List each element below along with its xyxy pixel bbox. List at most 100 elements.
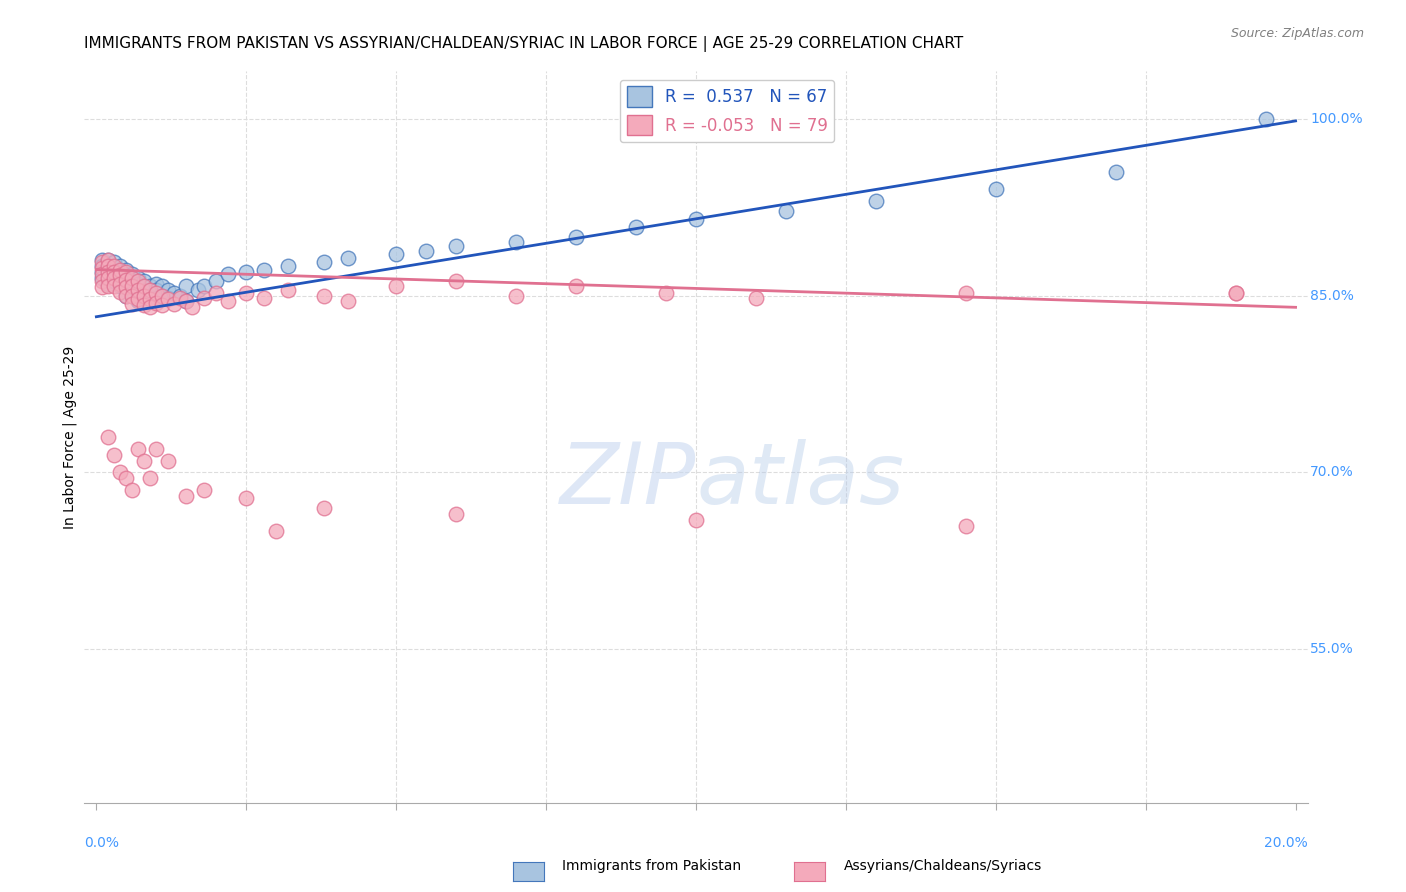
Point	[145, 295, 167, 310]
Point	[97, 259, 120, 273]
Point	[217, 267, 239, 281]
Point	[97, 253, 120, 268]
Point	[121, 267, 143, 281]
Point	[415, 244, 437, 258]
Point	[121, 270, 143, 285]
Point	[174, 279, 197, 293]
Point	[174, 294, 197, 309]
Point	[169, 291, 191, 305]
Point	[865, 194, 887, 208]
Point	[217, 294, 239, 309]
Point	[103, 267, 125, 281]
Point	[103, 265, 125, 279]
Point	[150, 279, 173, 293]
Point	[505, 288, 527, 302]
Point	[97, 253, 120, 268]
Text: ZIP: ZIP	[560, 440, 696, 523]
Text: 85.0%: 85.0%	[1310, 288, 1354, 302]
Point	[91, 265, 114, 279]
Point	[97, 430, 120, 444]
Point	[444, 507, 467, 521]
Point	[103, 274, 125, 288]
Point	[97, 259, 120, 273]
Point	[134, 453, 156, 467]
Point	[110, 268, 132, 283]
Point	[169, 288, 191, 302]
Point	[205, 274, 228, 288]
Point	[134, 288, 156, 302]
Point	[110, 259, 132, 273]
Point	[624, 220, 647, 235]
Point	[110, 277, 132, 291]
Point	[110, 285, 132, 299]
Point	[150, 298, 173, 312]
Y-axis label: In Labor Force | Age 25-29: In Labor Force | Age 25-29	[63, 345, 77, 529]
Point	[181, 301, 204, 315]
Point	[253, 291, 276, 305]
Point	[145, 283, 167, 297]
Point	[139, 292, 162, 306]
Point	[139, 471, 162, 485]
Point	[337, 251, 360, 265]
Point	[277, 283, 299, 297]
Point	[115, 280, 138, 294]
Point	[103, 259, 125, 273]
Point	[127, 283, 149, 297]
Point	[134, 280, 156, 294]
Point	[565, 279, 588, 293]
Point	[115, 273, 138, 287]
Point	[91, 267, 114, 281]
Point	[139, 288, 162, 302]
Point	[1254, 112, 1277, 126]
Point	[193, 291, 215, 305]
Point	[1225, 286, 1247, 301]
Point	[127, 442, 149, 456]
Point	[134, 288, 156, 302]
Point	[955, 286, 977, 301]
Point	[134, 298, 156, 312]
Point	[115, 268, 138, 283]
Point	[121, 279, 143, 293]
Point	[157, 292, 180, 306]
Point	[121, 483, 143, 498]
Point	[314, 500, 336, 515]
Point	[385, 279, 408, 293]
Point	[121, 288, 143, 302]
Text: 20.0%: 20.0%	[1264, 836, 1308, 850]
Point	[97, 265, 120, 279]
Point	[103, 261, 125, 276]
Point	[97, 270, 120, 285]
Point	[139, 279, 162, 293]
Point	[115, 262, 138, 277]
Point	[115, 274, 138, 288]
Point	[91, 255, 114, 269]
Point	[565, 229, 588, 244]
Text: IMMIGRANTS FROM PAKISTAN VS ASSYRIAN/CHALDEAN/SYRIAC IN LABOR FORCE | AGE 25-29 : IMMIGRANTS FROM PAKISTAN VS ASSYRIAN/CHA…	[84, 36, 963, 52]
Point	[127, 277, 149, 291]
Point	[134, 279, 156, 293]
Point	[150, 288, 173, 302]
Point	[145, 442, 167, 456]
Point	[91, 274, 114, 288]
Text: Assyrians/Chaldeans/Syriacs: Assyrians/Chaldeans/Syriacs	[844, 859, 1042, 872]
Point	[174, 489, 197, 503]
Point	[984, 182, 1007, 196]
Text: Immigrants from Pakistan: Immigrants from Pakistan	[562, 859, 741, 872]
Point	[115, 288, 138, 302]
Point	[174, 294, 197, 309]
Point	[235, 286, 257, 301]
Point	[314, 255, 336, 269]
Point	[110, 270, 132, 285]
Point	[121, 288, 143, 302]
Point	[110, 279, 132, 293]
Point	[253, 262, 276, 277]
Point	[745, 291, 768, 305]
Text: 0.0%: 0.0%	[84, 836, 120, 850]
Point	[1225, 286, 1247, 301]
Point	[127, 286, 149, 301]
Point	[97, 270, 120, 285]
Point	[110, 466, 132, 480]
Point	[139, 283, 162, 297]
Point	[337, 294, 360, 309]
Point	[157, 453, 180, 467]
